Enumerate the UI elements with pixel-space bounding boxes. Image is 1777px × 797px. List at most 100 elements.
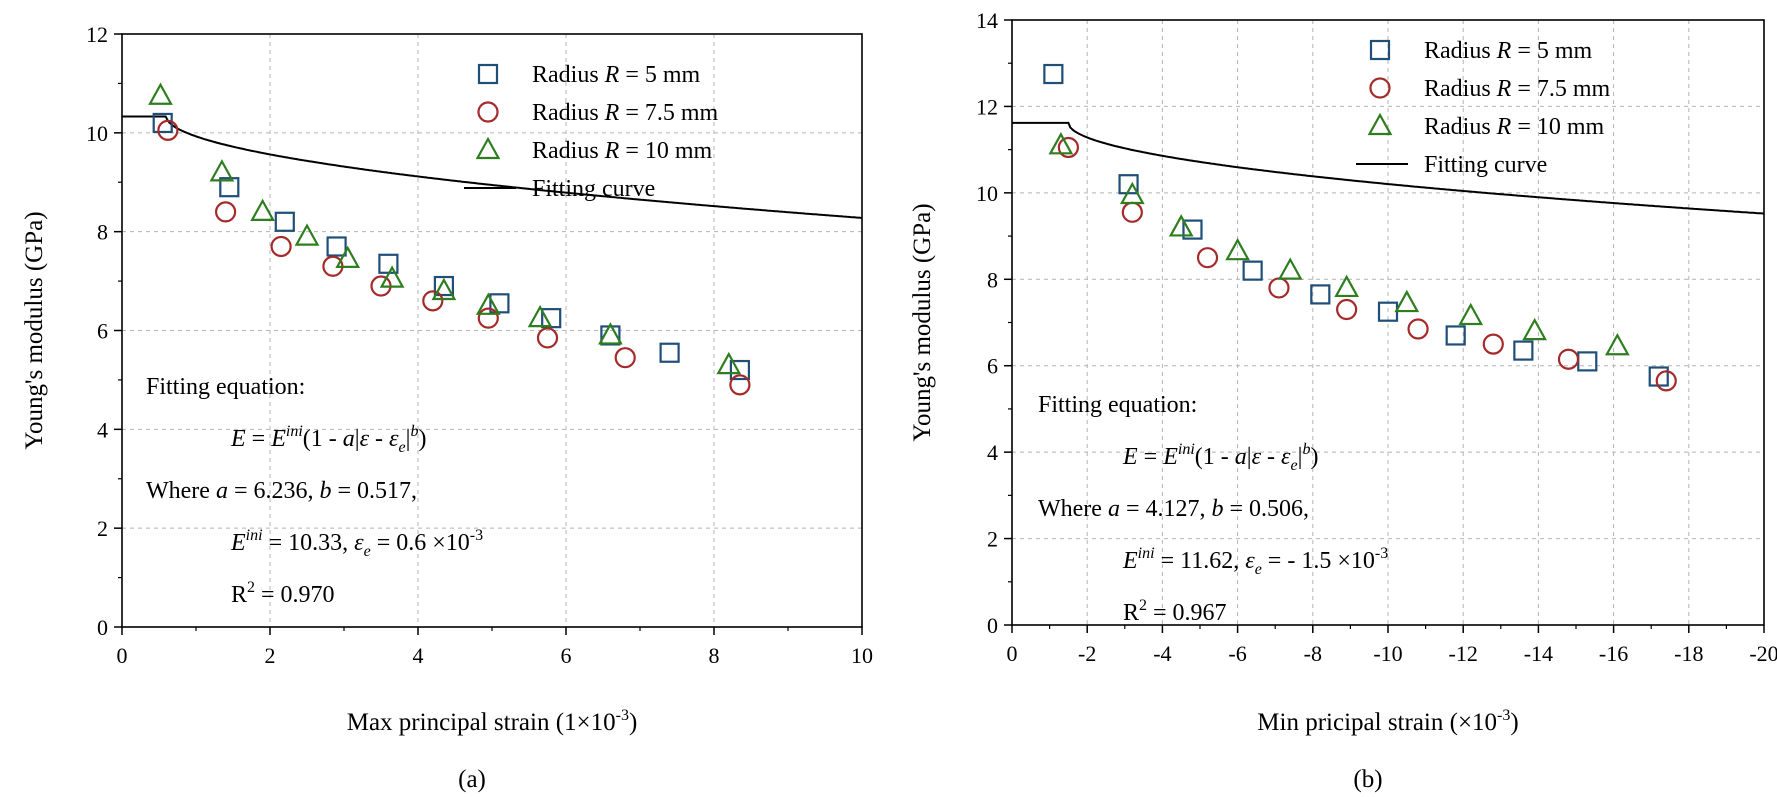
data-point-triangle: [1334, 274, 1360, 298]
text-span: R: [231, 582, 247, 608]
panel-caption: (a): [458, 766, 486, 793]
x-tick-label: 0: [117, 643, 128, 668]
data-point-square: [1310, 284, 1331, 305]
y-tick-label: 10: [86, 121, 108, 146]
series-triangle: [1048, 132, 1630, 356]
text-span: (1 -: [303, 426, 343, 452]
legend-entry-label: Radius R = 5 mm: [1424, 38, 1593, 64]
text-span: ): [418, 426, 426, 452]
data-point-circle: [1196, 247, 1219, 269]
text-span: ε: [389, 426, 399, 452]
annotation-where-line: Where a = 4.127, b = 0.506,: [1038, 496, 1309, 522]
data-point-triangle: [1225, 237, 1250, 261]
legend-marker-circle: [477, 101, 499, 123]
annotation-equation: E = Eini(1 - a|ε - εe|b): [1122, 441, 1318, 474]
text-span: a: [343, 426, 355, 452]
data-point-square: [541, 308, 562, 329]
annotation-initial-values: Eini = 11.62, εe = - 1.5 ×10-3: [1122, 545, 1388, 578]
legend-name-suffix: = 5 mm: [1511, 38, 1592, 64]
y-tick-label: 10: [976, 181, 998, 206]
x-axis: 0 2 4 6 8 10: [117, 627, 873, 668]
data-point-circle: [1336, 298, 1358, 321]
y-axis-title: Young's modulus (GPa): [21, 211, 48, 449]
x-tick-label: -16: [1599, 641, 1628, 666]
y-axis: 0 2 4 6 8 10 12 14: [976, 8, 1012, 638]
legend-marker-triangle: [475, 136, 501, 160]
data-point-circle: [1057, 136, 1080, 159]
data-point-square: [659, 342, 680, 363]
text-span: b: [1212, 496, 1224, 522]
data-point-square: [1043, 63, 1064, 85]
data-point-triangle: [379, 265, 405, 288]
gridlines: [1012, 20, 1764, 625]
x-tick-label: 2: [265, 643, 276, 668]
x-axis-title-exponent: -3: [616, 707, 629, 724]
text-span: = 10.33,: [263, 530, 355, 556]
data-point-triangle: [1458, 302, 1484, 326]
y-tick-label: 12: [976, 94, 998, 119]
x-tick-label: 10: [851, 643, 873, 668]
text-span: E: [1162, 444, 1178, 470]
text-span: a: [1108, 496, 1120, 522]
text-span: a: [216, 478, 228, 504]
text-span: =: [246, 426, 272, 452]
text-span: ε: [1245, 548, 1255, 574]
x-axis-title-text: Min pricipal strain (×10: [1257, 709, 1497, 736]
data-point-square: [433, 275, 454, 297]
text-span: |: [1247, 444, 1252, 470]
x-tick-label: 0: [1007, 641, 1018, 666]
text-span: e: [399, 439, 406, 456]
text-span: Where: [1038, 496, 1108, 522]
fitting-equation-annotation: Fitting equation:E = Eini(1 - a|ε - εe|b…: [146, 374, 483, 608]
text-span: = 0.6 ×10: [371, 530, 470, 556]
data-point-circle: [477, 307, 499, 329]
legend-name-variable: R: [604, 138, 620, 164]
y-tick-label: 6: [987, 354, 998, 379]
data-point-square: [274, 211, 295, 232]
text-span: e: [364, 543, 371, 560]
text-span: -: [1261, 444, 1281, 470]
annotation-equation: E = Eini(1 - a|ε - εe|b): [230, 423, 426, 456]
chart-panel-a: 0 2 4 6 8 10 0 2 4 6 8 10 12 Max principal strain (1×…: [21, 22, 873, 793]
text-span: ini: [1178, 441, 1195, 458]
legend-entry-label: Radius R = 10 mm: [532, 138, 713, 164]
y-tick-label: 0: [987, 613, 998, 638]
x-tick-label: 6: [561, 643, 572, 668]
data-point-square: [1118, 174, 1139, 195]
text-span: a: [1235, 444, 1247, 470]
data-point-triangle: [1604, 332, 1630, 356]
text-span: -3: [1375, 545, 1388, 562]
y-tick-label: 2: [987, 527, 998, 552]
x-axis-title: Max principal strain (1×10-3): [347, 707, 638, 736]
legend-name-variable: R: [604, 62, 620, 88]
x-axis-title: Min pricipal strain (×10-3): [1257, 707, 1518, 736]
data-point-square: [1513, 340, 1534, 361]
data-point-circle: [1655, 370, 1677, 392]
data-point-square: [1242, 260, 1263, 281]
text-span: = 0.970: [255, 582, 335, 608]
y-tick-label: 12: [86, 22, 108, 47]
text-span: ini: [286, 423, 303, 440]
legend-name-variable: R: [1496, 114, 1512, 140]
text-span: ε: [354, 530, 364, 556]
text-span: (1 -: [1195, 444, 1235, 470]
data-point-square: [729, 359, 751, 381]
data-point-circle: [614, 347, 636, 369]
text-span: 2: [1139, 597, 1147, 614]
y-tick-label: 4: [987, 440, 998, 465]
y-tick-label: 6: [97, 319, 108, 344]
y-tick-label: 8: [987, 267, 998, 292]
x-tick-label: -2: [1078, 641, 1096, 666]
data-point-square: [1182, 219, 1203, 240]
data-point-square: [152, 112, 173, 134]
text-span: ε: [360, 426, 370, 452]
x-tick-label: -20: [1749, 641, 1777, 666]
data-point-triangle: [209, 159, 235, 182]
text-span: = 0.967: [1147, 600, 1227, 626]
x-axis-title-end: ): [1510, 709, 1518, 736]
x-axis-title-exponent: -3: [1497, 707, 1510, 724]
legend-entry-label: Radius R = 5 mm: [532, 62, 701, 88]
x-tick-label: -14: [1524, 641, 1553, 666]
legend-name-suffix: = 10 mm: [1511, 114, 1604, 140]
